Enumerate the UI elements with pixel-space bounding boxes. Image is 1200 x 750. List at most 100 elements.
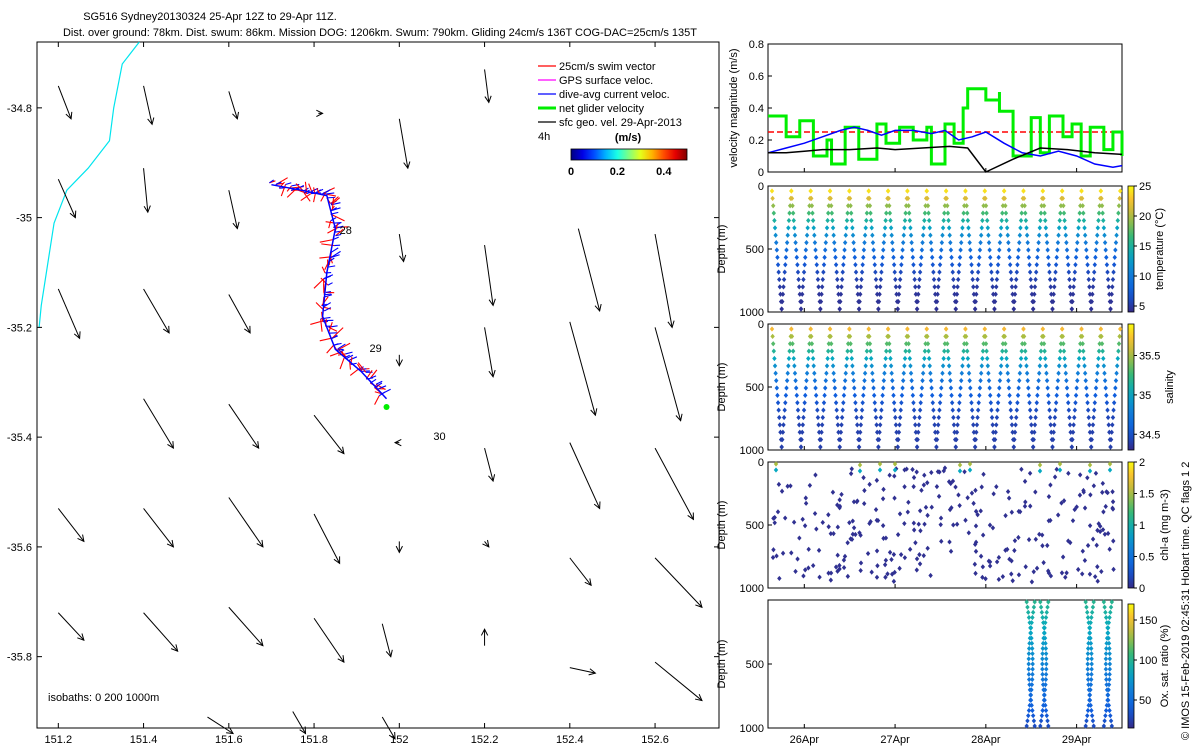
data-point (1076, 566, 1081, 573)
data-point (774, 240, 779, 246)
data-point (921, 363, 926, 369)
data-point (774, 378, 779, 384)
depth-tick-label: 0 (758, 319, 764, 331)
data-point (1116, 341, 1122, 347)
data-point (1072, 407, 1078, 413)
data-point (1112, 254, 1117, 260)
data-point (819, 422, 825, 428)
data-point (1089, 645, 1094, 652)
data-point (847, 326, 852, 332)
data-point (1069, 437, 1074, 443)
data-point (1086, 682, 1091, 688)
data-point (1073, 392, 1079, 398)
data-point (941, 355, 946, 362)
data-point (966, 363, 971, 369)
data-point (1085, 666, 1090, 672)
velocity-ytick-label: 0.2 (749, 135, 764, 147)
data-point (958, 247, 963, 253)
data-point (781, 422, 786, 428)
data-point (1074, 247, 1079, 253)
data-point (1000, 210, 1005, 216)
data-point (839, 284, 844, 290)
data-point (1048, 482, 1053, 488)
data-point (1115, 217, 1120, 224)
data-point (881, 535, 886, 542)
data-point (1087, 462, 1093, 468)
data-point (1003, 203, 1008, 209)
data-point (1003, 547, 1008, 553)
data-point (1048, 573, 1054, 579)
data-point (994, 414, 1000, 421)
swim-vector (329, 352, 339, 357)
data-point (899, 392, 905, 398)
data-point (1028, 503, 1033, 509)
data-point (822, 392, 827, 398)
data-point (809, 341, 815, 347)
data-point (882, 562, 888, 568)
data-point (881, 486, 886, 492)
data-point (787, 210, 792, 216)
data-point (1022, 503, 1028, 509)
data-point (938, 522, 943, 528)
data-point (1076, 363, 1081, 369)
swim-vector (330, 213, 345, 222)
data-point (1095, 370, 1100, 376)
data-point (1006, 378, 1011, 384)
data-point (892, 269, 897, 275)
swim-vector (278, 181, 285, 189)
data-point (1097, 203, 1102, 209)
data-point (988, 262, 994, 268)
data-point (868, 518, 873, 525)
data-point (859, 407, 865, 413)
geo-vector (316, 109, 324, 117)
data-point (871, 385, 876, 391)
data-point (850, 225, 855, 231)
data-point (778, 429, 783, 435)
data-point (939, 538, 944, 544)
data-point (1048, 517, 1053, 524)
data-point (884, 348, 889, 354)
data-point (883, 574, 888, 580)
data-point (1030, 444, 1036, 450)
current-vector (331, 250, 341, 258)
data-point (991, 491, 996, 497)
data-point (816, 429, 822, 435)
data-point (909, 240, 914, 246)
data-point (807, 341, 812, 347)
data-point (948, 247, 954, 253)
data-point (913, 429, 919, 435)
legend-interval: 4h (538, 131, 550, 143)
swim-vector (321, 266, 326, 274)
data-point (1011, 306, 1017, 312)
data-point (855, 422, 860, 428)
data-point (957, 462, 963, 468)
data-point (951, 414, 956, 421)
data-point (782, 269, 787, 275)
data-point (871, 392, 877, 398)
colorbar-tick-label: 35.5 (1139, 351, 1160, 363)
data-point (956, 269, 961, 275)
data-point (845, 203, 851, 209)
data-point (885, 571, 890, 577)
data-point (1104, 400, 1110, 406)
data-point (1107, 645, 1112, 652)
data-point (1033, 276, 1038, 283)
data-point (1069, 444, 1075, 450)
data-point (1045, 604, 1050, 610)
data-point (1027, 682, 1032, 688)
data-point (991, 291, 996, 297)
data-point (868, 348, 873, 354)
data-point (783, 262, 788, 268)
data-point (848, 471, 854, 477)
data-point (845, 573, 851, 579)
data-point (966, 370, 972, 376)
data-point (1034, 565, 1040, 571)
data-point (894, 429, 899, 435)
data-point (919, 487, 924, 493)
data-point (952, 429, 957, 435)
data-point (1114, 370, 1119, 376)
geo-vector (569, 321, 598, 417)
data-point (964, 203, 969, 209)
data-point (949, 505, 954, 511)
